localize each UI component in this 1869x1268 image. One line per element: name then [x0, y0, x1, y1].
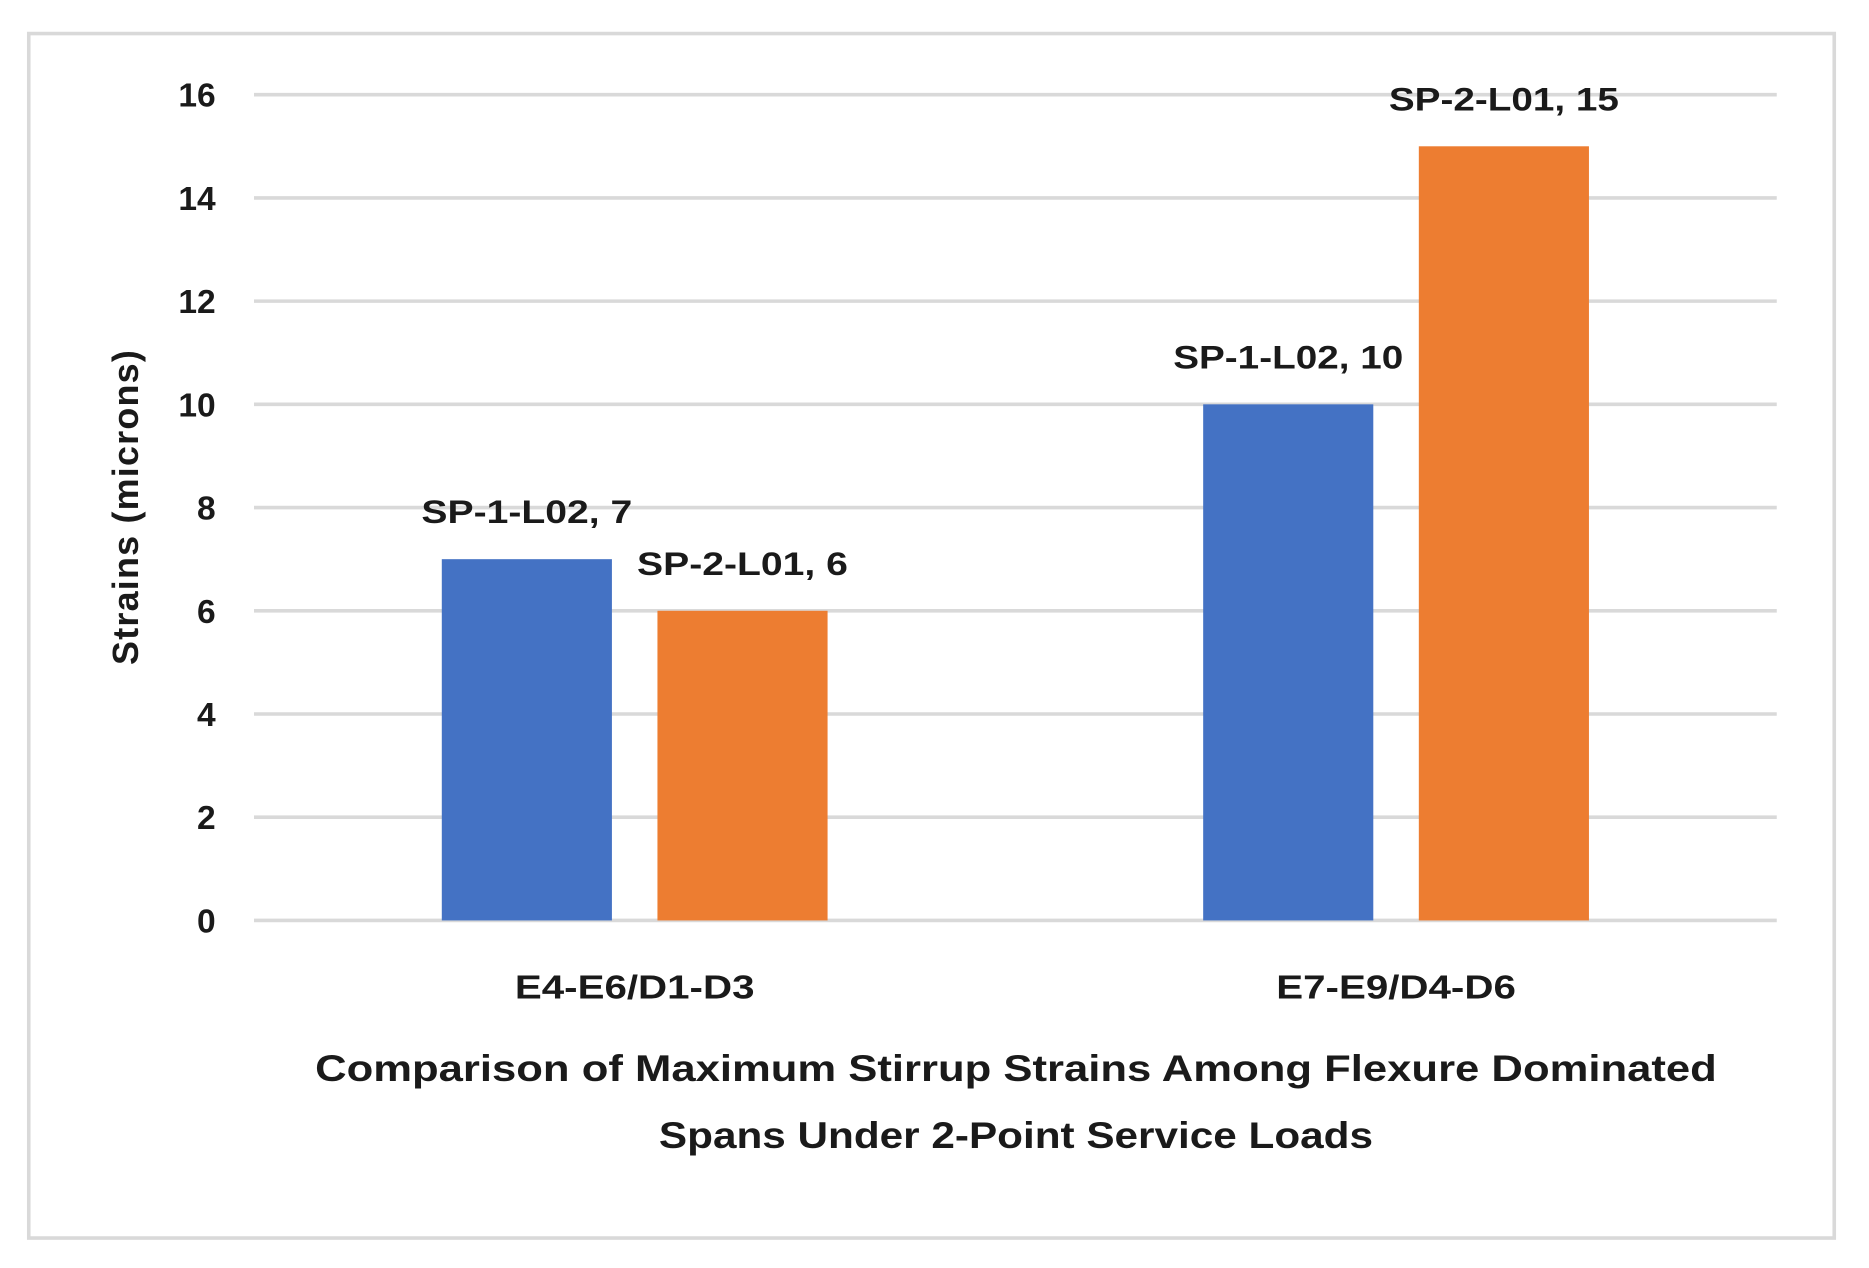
x-category-label: E7-E9/D4-D6 [1276, 969, 1516, 1006]
y-tick-label: 0 [197, 903, 216, 940]
y-tick-label: 14 [178, 181, 216, 218]
data-label: SP-2-L01, 15 [1389, 81, 1619, 117]
x-axis-title-line-2: Spans Under 2-Point Service Loads [659, 1114, 1373, 1156]
data-label: SP-1-L02, 10 [1173, 339, 1403, 375]
y-tick-label: 12 [178, 284, 215, 321]
y-tick-label: 10 [178, 387, 215, 424]
bar-sp-2-l01-1 [657, 610, 828, 921]
y-tick-label: 8 [197, 491, 216, 528]
x-category-label: E4-E6/D1-D3 [515, 969, 755, 1006]
y-tick-label: 16 [178, 78, 215, 115]
bar-sp-1-l02-2 [1203, 404, 1374, 921]
y-tick-label: 4 [197, 697, 216, 734]
bar-sp-1-l02-1 [441, 559, 612, 921]
bar-sp-2-l01-2 [1418, 146, 1589, 921]
data-label: SP-1-L02, 7 [421, 494, 632, 530]
y-tick-label: 2 [197, 800, 216, 837]
y-tick-label: 6 [197, 594, 216, 631]
data-label: SP-2-L01, 6 [637, 546, 848, 582]
x-axis-title-line-1: Comparison of Maximum Stirrup Strains Am… [315, 1047, 1717, 1089]
y-axis-title: Strains (microns) [105, 349, 146, 665]
